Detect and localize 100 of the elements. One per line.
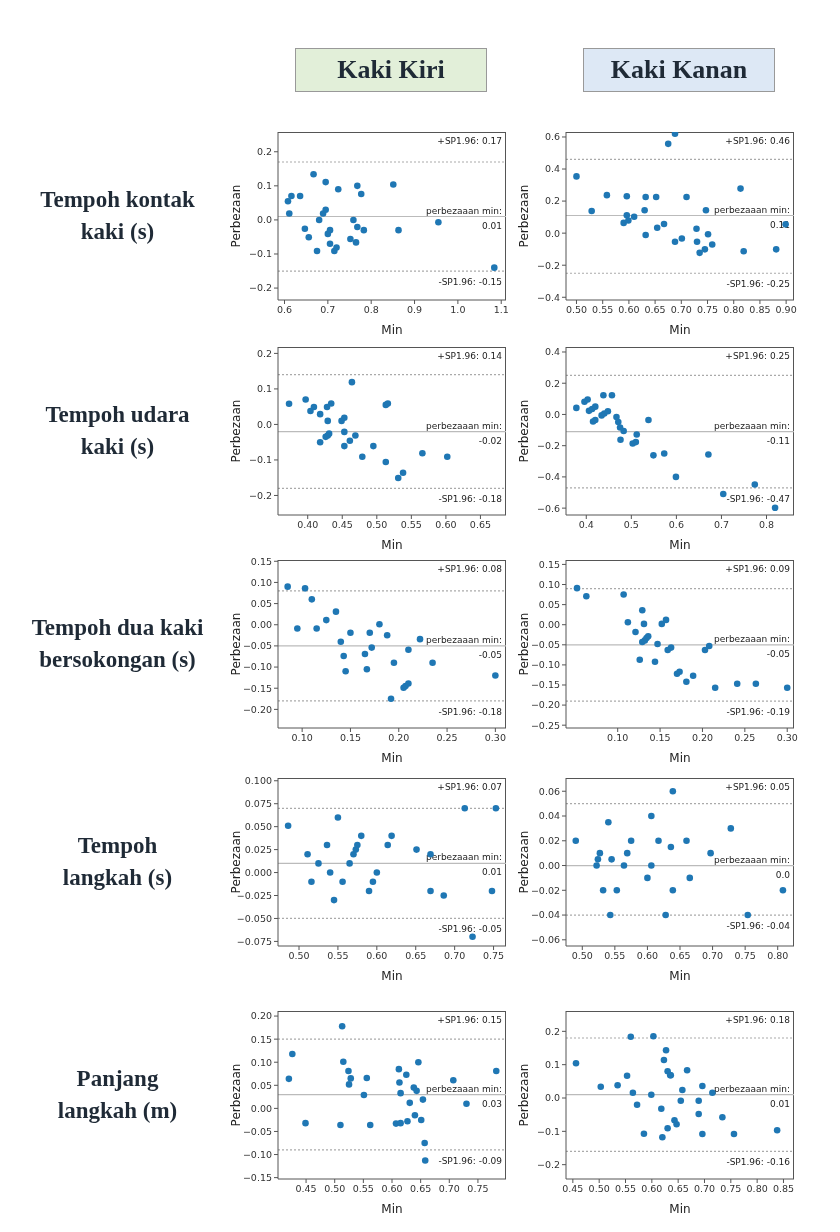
y-tick-label: 0.05: [250, 1079, 272, 1091]
y-tick-label: −0.15: [530, 679, 560, 691]
y-axis-title: Perbezaan: [517, 830, 532, 894]
y-tick-label: −0.1: [536, 1125, 560, 1137]
y-tick-label: −0.4: [536, 471, 560, 483]
x-tick-label: 0.65: [405, 949, 427, 961]
y-axis-title: Perbezaan: [229, 612, 244, 676]
ref-line-label: -SP1.96: -0.18: [438, 706, 503, 717]
x-tick-label: 0.60: [641, 1182, 663, 1194]
x-axis-title: Min: [669, 1202, 691, 1216]
x-tick-label: 0.9: [406, 303, 423, 315]
x-tick-label: 0.6: [276, 303, 293, 315]
ref-line-label: +SP1.96: 0.18: [725, 1015, 791, 1025]
y-tick-label: −0.10: [530, 659, 560, 671]
y-tick-label: 0.15: [250, 1033, 272, 1045]
x-tick-label: 0.50: [366, 518, 388, 530]
y-tick-label: −0.10: [242, 1148, 272, 1160]
y-tick-label: 0.06: [538, 785, 560, 797]
ref-line-label: +SP1.96: 0.25: [725, 351, 790, 361]
x-tick-label: 0.75: [720, 1182, 742, 1194]
y-tick-label: −0.4: [536, 291, 560, 303]
x-tick-label: 0.75: [696, 303, 719, 315]
y-tick-label: 0.0: [544, 408, 560, 420]
x-tick-label: 0.65: [669, 949, 691, 961]
ref-line-label: -SP1.96: -0.25: [726, 279, 790, 290]
ref-line-label: -SP1.96: -0.09: [438, 1155, 503, 1166]
y-tick-label: −0.2: [536, 259, 560, 271]
y-tick-label: 0.02: [538, 835, 560, 847]
ref-line-label: +SP1.96: 0.09: [725, 564, 791, 574]
y-tick-label: −0.20: [530, 699, 560, 711]
y-tick-label: 0.0: [544, 227, 560, 239]
x-axis-title: Min: [669, 323, 691, 337]
x-tick-label: 0.70: [693, 1182, 716, 1194]
y-tick-label: 0.100: [244, 775, 272, 787]
x-tick-label: 0.55: [352, 1182, 374, 1194]
y-tick-label: 0.04: [538, 810, 560, 822]
x-axis-title: Min: [381, 1202, 403, 1216]
y-tick-label: 0.0: [256, 418, 272, 430]
x-tick-label: 0.70: [701, 949, 724, 961]
ref-line-label: -SP1.96: -0.47: [726, 493, 790, 504]
y-tick-label: 0.1: [256, 383, 272, 395]
x-tick-label: 0.65: [469, 518, 492, 530]
y-axis-title: Perbezaan: [229, 1063, 244, 1127]
y-tick-label: 0.1: [544, 1059, 560, 1071]
y-axis-title: Perbezaan: [229, 184, 244, 248]
y-tick-label: 0.4: [544, 163, 560, 175]
y-tick-label: −0.05: [242, 1125, 272, 1137]
y-tick-label: 0.15: [538, 558, 560, 570]
ref-line-label: perbezaaan min: 0.01: [425, 205, 502, 231]
y-tick-label: −0.2: [536, 440, 560, 452]
ref-line-label: +SP1.96: 0.17: [437, 136, 502, 146]
y-axis-title: Perbezaan: [229, 399, 244, 463]
x-tick-label: 0.45: [562, 1182, 584, 1194]
x-tick-label: 0.25: [734, 731, 756, 743]
y-tick-label: 0.6: [544, 131, 560, 143]
ref-line-label: perbezaaan min: 0.01: [425, 852, 502, 878]
ref-line-label: +SP1.96: 0.07: [437, 782, 502, 792]
x-tick-label: 0.70: [670, 303, 692, 315]
ref-line-label: -SP1.96: -0.04: [726, 921, 791, 932]
y-tick-label: −0.6: [536, 502, 560, 514]
x-axis-title: Min: [381, 323, 403, 337]
y-tick-label: 0.05: [538, 598, 560, 610]
y-tick-label: 0.4: [544, 346, 560, 358]
ref-line-label: -SP1.96: -0.16: [726, 1157, 791, 1168]
x-axis-title: Min: [669, 538, 691, 552]
ref-line-label: perbezaaan min: -0.05: [713, 633, 790, 659]
ref-line-label: -SP1.96: -0.15: [438, 277, 502, 288]
y-tick-label: −0.05: [530, 639, 560, 651]
ref-line-label: perbezaaan min: 0.03: [425, 1083, 502, 1109]
x-tick-label: 0.75: [734, 949, 756, 961]
ref-line-label: +SP1.96: 0.05: [725, 782, 790, 792]
x-tick-label: 0.8: [758, 518, 775, 530]
y-tick-label: 0.00: [250, 619, 272, 631]
text: Tempoh dua kaki bersokongan (s): [30, 614, 205, 674]
x-tick-label: 0.8: [363, 303, 379, 315]
y-tick-label: −0.04: [530, 909, 560, 921]
ref-line-label: +SP1.96: 0.15: [437, 1015, 502, 1025]
y-tick-label: −0.05: [242, 640, 272, 652]
x-tick-label: 0.4: [578, 518, 594, 530]
y-tick-label: 0.2: [544, 195, 560, 207]
x-tick-label: 0.60: [636, 949, 659, 961]
ref-line-label: perbezaaan min: -0.05: [425, 634, 502, 660]
y-tick-label: −0.15: [242, 1171, 272, 1183]
y-tick-label: 0.050: [244, 821, 272, 833]
x-tick-label: 0.85: [772, 1182, 795, 1194]
x-tick-label: 0.65: [644, 303, 666, 315]
y-tick-label: −0.2: [536, 1159, 560, 1171]
x-tick-label: 0.40: [297, 518, 319, 530]
x-tick-label: 0.55: [327, 949, 349, 961]
x-axis-title: Min: [381, 538, 403, 552]
chart-title: Kaki Kiri: [295, 48, 487, 92]
x-tick-label: 0.25: [436, 731, 458, 743]
y-tick-label: 0.1: [256, 180, 272, 192]
x-tick-label: 0.55: [614, 1182, 637, 1194]
x-tick-label: 0.55: [592, 303, 614, 315]
x-tick-label: 0.65: [410, 1182, 432, 1194]
y-tick-label: −0.1: [248, 454, 272, 466]
y-axis-title: Perbezaan: [517, 612, 532, 676]
y-tick-label: −0.050: [236, 912, 272, 924]
x-tick-label: 0.50: [288, 949, 310, 961]
